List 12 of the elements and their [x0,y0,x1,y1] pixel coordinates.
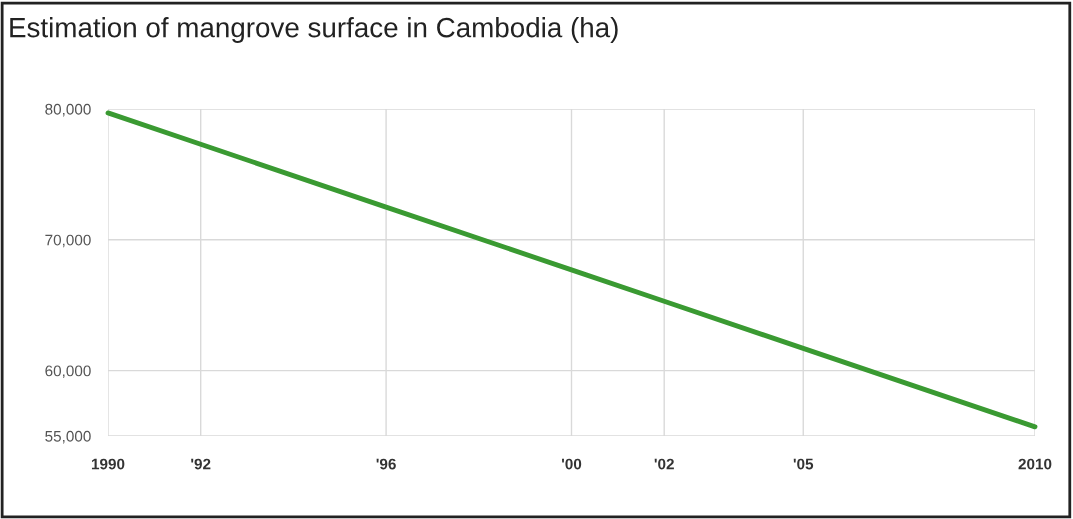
x-tick-label: 1990 [91,458,125,470]
x-tick-label: '05 [793,458,814,470]
y-tick-label: 55,000 [45,430,91,444]
y-tick-label: 70,000 [45,234,91,248]
x-tick-label: '96 [376,458,396,470]
x-tick-label: 2010 [1018,458,1052,470]
x-tick-label: '00 [562,458,582,470]
x-tick-label: '02 [654,458,674,470]
chart-title: Estimation of mangrove surface in Cambodia (ha) [10,17,618,43]
y-tick-label: 80,000 [45,103,91,117]
x-tick-label: '92 [191,458,211,470]
y-tick-label: 60,000 [45,365,91,379]
